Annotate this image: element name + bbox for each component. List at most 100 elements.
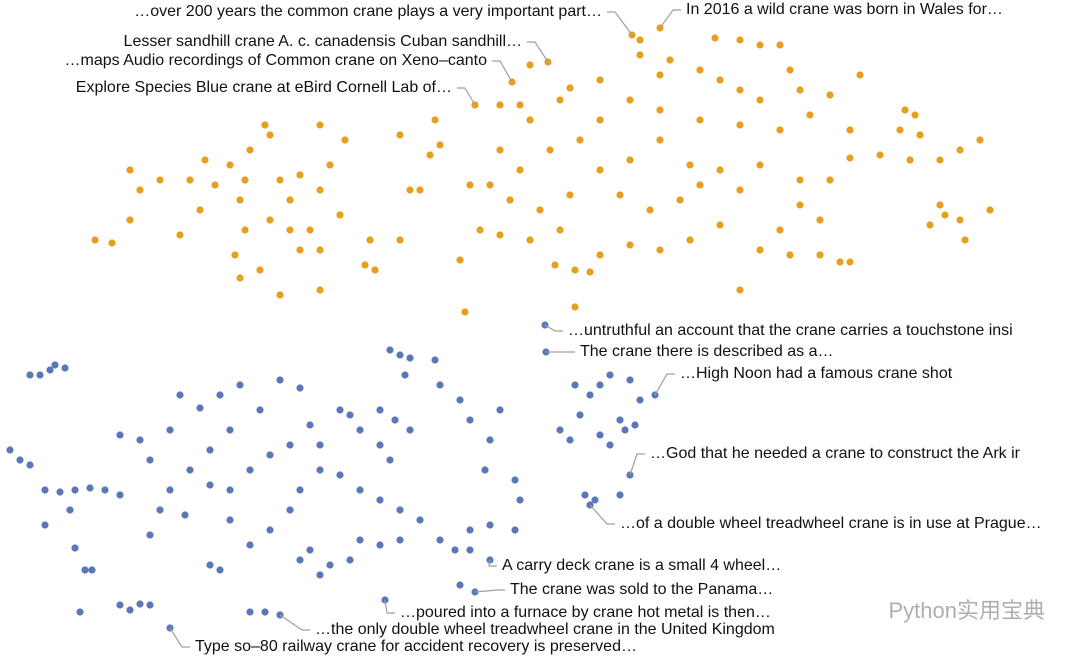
point bbox=[361, 261, 369, 269]
leader-line bbox=[589, 504, 615, 525]
point bbox=[486, 436, 494, 444]
point bbox=[756, 96, 764, 104]
point bbox=[216, 566, 224, 574]
point bbox=[386, 456, 394, 464]
point bbox=[236, 196, 244, 204]
point bbox=[256, 406, 264, 414]
point bbox=[636, 396, 644, 404]
point bbox=[626, 241, 634, 249]
point bbox=[426, 151, 434, 159]
point bbox=[386, 346, 394, 354]
point bbox=[356, 486, 364, 494]
point bbox=[176, 391, 184, 399]
point bbox=[536, 206, 544, 214]
point bbox=[76, 608, 84, 616]
point bbox=[146, 456, 154, 464]
point bbox=[616, 191, 624, 199]
point bbox=[108, 239, 116, 247]
point bbox=[356, 426, 364, 434]
point bbox=[371, 266, 379, 274]
point bbox=[431, 116, 439, 124]
point bbox=[266, 526, 274, 534]
point bbox=[696, 66, 704, 74]
point bbox=[956, 216, 964, 224]
point bbox=[246, 608, 254, 616]
point bbox=[116, 431, 124, 439]
annotation: In 2016 a wild crane was born in Wales f… bbox=[686, 1, 1003, 18]
point bbox=[16, 456, 24, 464]
point bbox=[181, 511, 189, 519]
annotation: …poured into a furnace by crane hot meta… bbox=[400, 604, 771, 621]
point bbox=[136, 600, 144, 608]
point bbox=[716, 76, 724, 84]
point bbox=[326, 561, 334, 569]
point bbox=[546, 146, 554, 154]
leader-line bbox=[279, 614, 310, 631]
point bbox=[636, 51, 644, 59]
point bbox=[196, 404, 204, 412]
point bbox=[856, 71, 864, 79]
point bbox=[576, 411, 584, 419]
point bbox=[456, 256, 464, 264]
point bbox=[816, 251, 824, 259]
point bbox=[516, 101, 524, 109]
point bbox=[396, 506, 404, 514]
point bbox=[776, 41, 784, 49]
point bbox=[836, 258, 844, 266]
point bbox=[736, 121, 744, 129]
point bbox=[526, 61, 534, 69]
point bbox=[676, 196, 684, 204]
point bbox=[451, 546, 459, 554]
leader-line bbox=[629, 453, 645, 476]
point bbox=[401, 371, 409, 379]
point bbox=[526, 236, 534, 244]
point bbox=[336, 406, 344, 414]
annotation: Explore Species Blue crane at eBird Corn… bbox=[76, 79, 452, 96]
point bbox=[226, 161, 234, 169]
annotation: …High Noon had a famous crane shot bbox=[680, 365, 953, 382]
point bbox=[406, 186, 414, 194]
point bbox=[571, 266, 579, 274]
point bbox=[476, 226, 484, 234]
point bbox=[306, 546, 314, 554]
point bbox=[621, 426, 629, 434]
point bbox=[496, 406, 504, 414]
annotation: …untruthful an account that the crane ca… bbox=[568, 322, 1013, 339]
point bbox=[466, 416, 474, 424]
point bbox=[436, 536, 444, 544]
point bbox=[596, 431, 604, 439]
point bbox=[616, 416, 624, 424]
point bbox=[126, 166, 134, 174]
leader-line bbox=[607, 11, 633, 36]
point bbox=[201, 156, 209, 164]
point bbox=[596, 116, 604, 124]
leader-line bbox=[492, 60, 513, 83]
point bbox=[846, 258, 854, 266]
point bbox=[571, 381, 579, 389]
point bbox=[571, 303, 579, 311]
point bbox=[486, 181, 494, 189]
point bbox=[826, 91, 834, 99]
point bbox=[566, 84, 574, 92]
point bbox=[756, 161, 764, 169]
point bbox=[436, 381, 444, 389]
point bbox=[686, 236, 694, 244]
point bbox=[591, 496, 599, 504]
point bbox=[246, 146, 254, 154]
point bbox=[796, 201, 804, 209]
point bbox=[276, 291, 284, 299]
point bbox=[566, 436, 574, 444]
point bbox=[196, 206, 204, 214]
point bbox=[656, 136, 664, 144]
point bbox=[396, 536, 404, 544]
point bbox=[206, 481, 214, 489]
point bbox=[496, 101, 504, 109]
point bbox=[376, 541, 384, 549]
point bbox=[306, 226, 314, 234]
point bbox=[456, 581, 464, 589]
point bbox=[391, 416, 399, 424]
point bbox=[956, 146, 964, 154]
point bbox=[376, 406, 384, 414]
point bbox=[276, 376, 284, 384]
point bbox=[926, 221, 934, 229]
